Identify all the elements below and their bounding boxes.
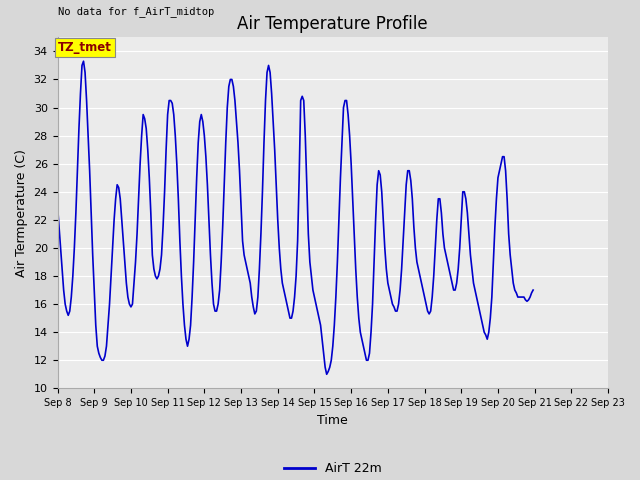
X-axis label: Time: Time xyxy=(317,414,348,427)
Y-axis label: Air Termperature (C): Air Termperature (C) xyxy=(15,149,28,277)
Legend: AirT 22m: AirT 22m xyxy=(279,457,387,480)
Text: TZ_tmet: TZ_tmet xyxy=(58,41,112,54)
Title: Air Temperature Profile: Air Temperature Profile xyxy=(237,15,428,33)
Text: No data for f_AirT_midtop: No data for f_AirT_midtop xyxy=(58,6,214,17)
